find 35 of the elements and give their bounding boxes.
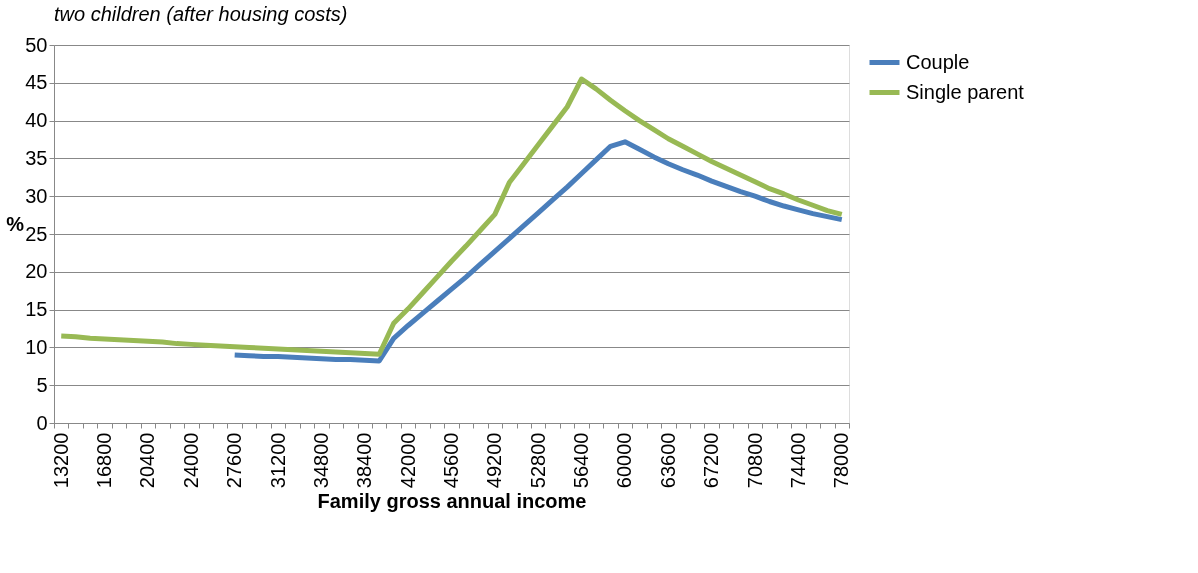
x-tick-label: 56400 bbox=[570, 432, 593, 489]
y-tick-label: 35 bbox=[25, 146, 48, 169]
x-tick-label: 34800 bbox=[309, 432, 332, 489]
x-tick-label: 74400 bbox=[786, 432, 809, 489]
y-tick-label: 50 bbox=[25, 33, 48, 56]
x-tick-label: 60000 bbox=[613, 432, 636, 489]
x-tick-label: 20400 bbox=[136, 432, 159, 489]
y-tick-label: 25 bbox=[25, 222, 48, 245]
y-tick-label: 45 bbox=[25, 71, 48, 94]
y-tick-label: 40 bbox=[25, 109, 48, 132]
x-tick-label: 70800 bbox=[743, 432, 766, 489]
x-tick-label: 78000 bbox=[830, 432, 853, 489]
y-tick-label: 30 bbox=[25, 184, 48, 207]
y-axis-title: % bbox=[6, 212, 25, 235]
y-tick-label: 20 bbox=[25, 260, 48, 283]
legend-label: Couple bbox=[906, 50, 970, 73]
x-tick-label: 49200 bbox=[483, 432, 506, 489]
y-tick-label: 5 bbox=[36, 373, 48, 396]
y-tick-label: 0 bbox=[36, 411, 48, 434]
legend-label: Single parent bbox=[906, 80, 1025, 103]
y-tick-label: 10 bbox=[25, 335, 48, 358]
x-tick-label: 24000 bbox=[179, 432, 202, 489]
y-tick-label: 15 bbox=[25, 298, 48, 321]
x-tick-label: 42000 bbox=[396, 432, 419, 489]
x-tick-label: 16800 bbox=[93, 432, 116, 489]
x-tick-label: 45600 bbox=[440, 432, 462, 489]
x-tick-label: 67200 bbox=[700, 432, 723, 489]
chart-title: two children (after housing costs) bbox=[54, 3, 348, 25]
x-axis-title: Family gross annual income bbox=[317, 490, 587, 513]
x-tick-label: 31200 bbox=[266, 432, 289, 489]
x-tick-label: 13200 bbox=[49, 432, 72, 489]
x-tick-label: 27600 bbox=[223, 432, 246, 489]
x-tick-label: 63600 bbox=[656, 432, 679, 489]
x-tick-label: 52800 bbox=[526, 432, 549, 489]
x-tick-label: 38400 bbox=[353, 432, 376, 489]
